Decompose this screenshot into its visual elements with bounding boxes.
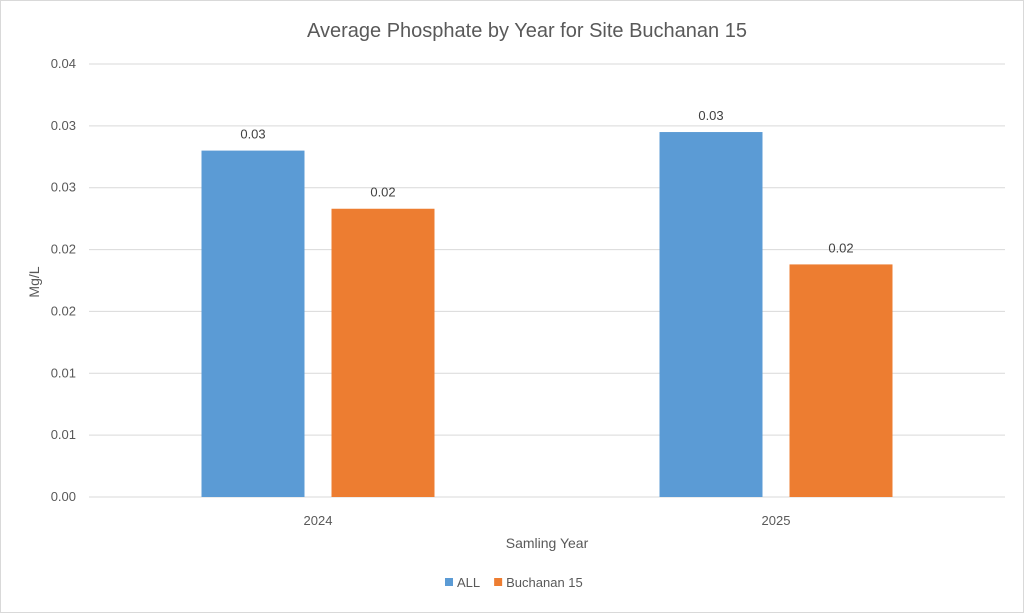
y-tick-label: 0.01 [51, 427, 76, 442]
y-tick-label: 0.00 [51, 489, 76, 504]
bar-all-2024 [201, 150, 305, 497]
y-axis-ticks: 0.00 0.01 0.01 0.02 0.02 0.03 0.03 0.04 [51, 56, 76, 504]
data-label: 0.03 [698, 108, 723, 123]
data-label: 0.02 [370, 185, 395, 200]
x-tick-label: 2025 [762, 513, 791, 528]
legend: ALL Buchanan 15 [445, 575, 583, 590]
legend-label: Buchanan 15 [506, 575, 583, 590]
legend-swatch [445, 578, 453, 586]
y-tick-label: 0.02 [51, 303, 76, 318]
y-tick-label: 0.04 [51, 56, 76, 71]
x-axis-title: Samling Year [506, 535, 589, 551]
bars [201, 132, 893, 498]
data-labels: 0.03 0.02 0.03 0.02 [240, 108, 853, 255]
y-axis-title: Mg/L [26, 266, 42, 297]
bar-all-2025 [659, 132, 763, 498]
legend-swatch [494, 578, 503, 586]
x-axis-ticks: 2024 2025 [304, 513, 791, 528]
legend-label: ALL [457, 575, 480, 590]
y-tick-label: 0.02 [51, 242, 76, 257]
y-tick-label: 0.03 [51, 118, 76, 133]
x-tick-label: 2024 [304, 513, 333, 528]
bar-buchanan-15-2024 [331, 208, 435, 497]
y-tick-label: 0.03 [51, 180, 76, 195]
chart-title: Average Phosphate by Year for Site Bucha… [307, 20, 747, 42]
y-tick-label: 0.01 [51, 365, 76, 380]
data-label: 0.03 [240, 127, 265, 142]
data-label: 0.02 [828, 240, 853, 255]
bar-buchanan-15-2025 [789, 264, 893, 497]
